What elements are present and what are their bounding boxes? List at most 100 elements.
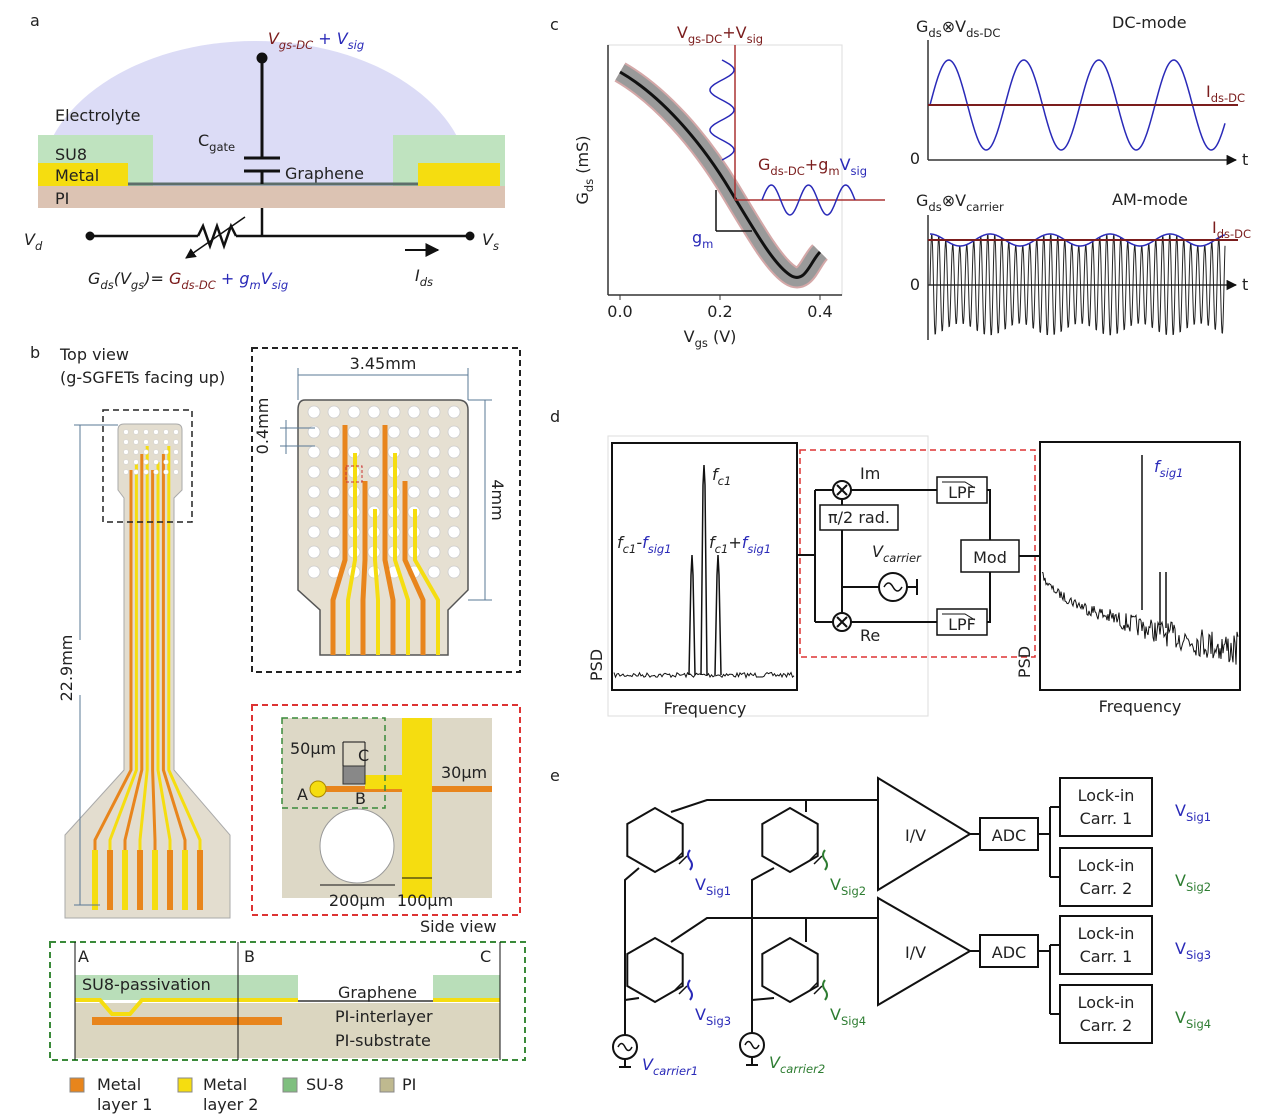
electrode-dot [174,450,179,455]
metal-contact [418,163,500,186]
label: Re [860,626,880,645]
text-part: sig [348,38,365,52]
text-part: carrier [966,200,1004,214]
electrode-dot [428,446,440,458]
electrode-dot [134,450,139,455]
electrode [762,808,817,872]
electrode-dot [328,546,340,558]
legend-swatch [178,1078,192,1092]
electrode-dot [308,526,320,538]
text-part: c1 [718,474,732,488]
label: π/2 rad. [828,508,890,527]
label: Metal [55,166,99,185]
label: 0.4mm [253,398,272,455]
label: DC-mode [1112,13,1187,32]
text-part: (mS) [573,135,592,178]
text-part: G [573,192,592,204]
text-part: Sig2 [841,884,866,898]
text-part: c1 [623,542,637,556]
lockin-output: VSig4 [1175,1008,1211,1031]
electrode-dot [144,460,149,465]
x-tick-label: 0.0 [607,302,632,321]
legend-label: layer 2 [203,1095,258,1114]
wire [671,800,878,812]
text-part: ds-DC [966,26,1000,40]
text-part: sig [747,32,764,46]
wire [671,918,878,942]
text-part: (V [114,269,132,288]
text-part: )= [143,269,169,288]
electrode-dot [348,406,360,418]
electrode-dot [328,426,340,438]
electrode-dot [448,566,460,578]
electrode-dot [164,460,169,465]
text-part: ds [928,26,941,40]
lockin-carrier: Carr. 1 [1080,947,1133,966]
electrode-dot [328,526,340,538]
electrode-dot [134,460,139,465]
label: Vs [482,230,499,253]
label: 200µm [329,891,385,910]
label: VSig1 [695,875,731,898]
electrode-dot [328,406,340,418]
text-part: gs [131,278,144,292]
electrode-dot [328,466,340,478]
lockin-title: Lock-in [1078,786,1135,805]
text-part: gate [209,140,235,154]
label: PSD [1015,646,1034,678]
signal-source [823,850,827,870]
label: Gds⊗Vcarrier [916,191,1004,214]
electrode-dot [154,430,159,435]
text-part: ds-DC [770,164,804,178]
text-part: d [35,239,43,253]
electrode-dot [308,506,320,518]
text-part: +g [805,155,829,174]
label: Electrolyte [55,106,141,125]
label: A [297,785,308,804]
lockin-output: VSig1 [1175,801,1211,824]
text-part: V [1175,871,1186,890]
electrode-dot [408,466,420,478]
text-part: ds-DC [1217,227,1251,241]
text-part: carrier2 [780,1062,825,1076]
label: Graphene [338,983,417,1002]
electrode-dot [428,566,440,578]
head-trace [363,481,365,655]
lockin-carrier: Carr. 1 [1080,809,1133,828]
electrode-dot [448,546,460,558]
electrode-dot [144,440,149,445]
label: 100µm [397,891,453,910]
electrode-dot [124,440,129,445]
text-part: gs [695,336,708,350]
electrode-dot [368,426,380,438]
electrode-dot [308,406,320,418]
label: 30µm [441,763,487,782]
metal2-line [402,718,432,898]
text-part: m [828,164,839,178]
text-part: V [830,1005,841,1024]
graphene-channel [343,766,365,784]
text-part: g [239,269,249,288]
label: Vgs-DC+Vsig [677,23,763,46]
electrode-dot [134,470,139,475]
text-part: Sig3 [1186,948,1211,962]
text-part: ds [582,179,596,192]
text-part: V [830,875,841,894]
label: PI-interlayer [335,1007,433,1026]
electrode-dot [348,426,360,438]
su8-passivation [433,975,500,1000]
label: LPF [948,615,976,634]
electrode [627,938,682,1002]
metal2-branch [365,775,402,789]
panel-label: a [30,11,40,30]
electrode-dot [144,470,149,475]
text-part: sig [272,278,289,292]
electrode-dot [174,470,179,475]
x-tick-label: 0.2 [707,302,732,321]
label: Gds⊗Vds-DC [916,17,1000,40]
text-part: carrier [883,551,922,565]
electrode-dot [144,430,149,435]
text-part: G [916,17,928,36]
electrode-dot [308,546,320,558]
electrode-dot [174,430,179,435]
